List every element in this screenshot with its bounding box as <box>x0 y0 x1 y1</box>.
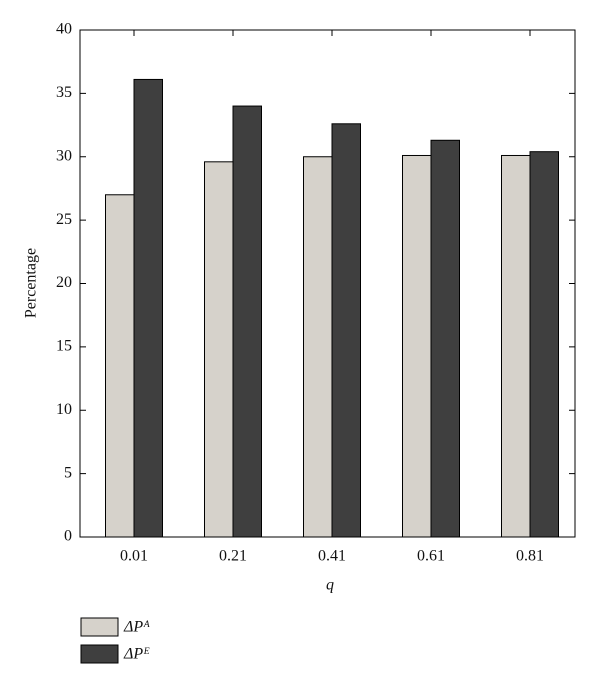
x-tick-label: 0.41 <box>318 548 346 565</box>
legend-label: ΔPᴬ <box>123 619 150 636</box>
x-tick-label: 0.61 <box>417 548 445 565</box>
bar <box>430 139 460 538</box>
y-tick-label: 0 <box>64 528 72 545</box>
bar <box>331 123 361 538</box>
bar <box>501 154 531 538</box>
x-tick-label: 0.21 <box>219 548 247 565</box>
y-tick-label: 30 <box>56 147 72 164</box>
x-tick-label: 0.81 <box>516 548 544 565</box>
x-tick-label: 0.01 <box>120 548 148 565</box>
y-tick-label: 10 <box>56 401 72 418</box>
y-tick-label: 35 <box>56 84 72 101</box>
y-tick-label: 5 <box>64 464 72 481</box>
bar <box>529 151 559 538</box>
y-tick-label: 15 <box>56 338 72 355</box>
bar <box>204 161 234 538</box>
bar <box>105 194 135 538</box>
y-tick-label: 20 <box>56 274 72 291</box>
x-axis-label: q <box>326 577 334 594</box>
bar <box>133 78 163 538</box>
y-tick-label: 40 <box>56 21 72 38</box>
y-axis-label: Percentage <box>23 248 40 318</box>
bar <box>303 156 333 538</box>
legend-swatch <box>80 617 119 637</box>
bar <box>232 105 262 538</box>
legend-swatch <box>80 644 119 664</box>
bar <box>402 154 432 538</box>
plot-frame <box>79 29 576 538</box>
y-tick-label: 25 <box>56 211 72 228</box>
legend-label: ΔPᴱ <box>123 646 150 663</box>
